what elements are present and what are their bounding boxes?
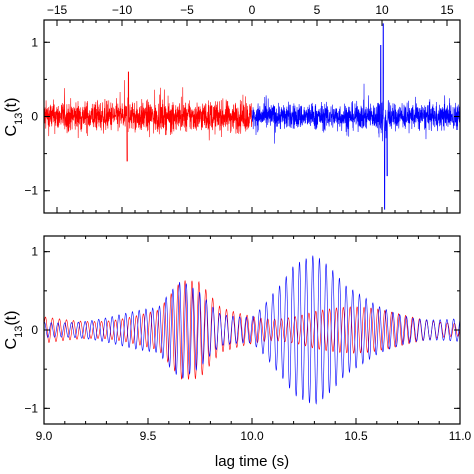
bottom-xtick-label: 10.0	[240, 429, 264, 443]
bottom-series-positive-lag	[43, 255, 461, 405]
bottom-ticks: 9.0 9.5 10.0 10.5 11.0 −1 0 1	[24, 236, 472, 443]
bottom-ylabel: C13(t)	[3, 311, 25, 350]
bottom-xtick-label: 11.0	[449, 429, 472, 443]
top-ylabel: C13(t)	[3, 98, 25, 137]
top-xtick-label: −5	[180, 3, 194, 17]
top-ytick-label: −1	[24, 184, 38, 198]
bottom-ytick-label: 0	[31, 323, 38, 337]
bottom-xtick-label: 9.0	[36, 429, 53, 443]
x-axis-label: lag time (s)	[215, 453, 289, 470]
top-series-positive-lag	[251, 23, 461, 210]
bottom-ytick-label: −1	[24, 401, 38, 415]
top-xtick-label: 0	[249, 3, 256, 17]
top-xtick-label: 10	[375, 3, 389, 17]
bottom-traces	[43, 255, 461, 405]
top-xtick-label: −10	[112, 3, 133, 17]
top-ytick-label: 1	[31, 35, 38, 49]
top-series-negative-lag	[43, 71, 253, 162]
bottom-xtick-label: 10.5	[344, 429, 368, 443]
top-ticks: −15 −10 −5 0 5 10 15−101	[24, 3, 461, 213]
top-panel: −15 −10 −5 0 5 10 15−101 C13(t)	[3, 3, 461, 214]
top-xtick-label: 5	[314, 3, 321, 17]
bottom-series-negative-lag	[43, 280, 461, 380]
top-xtick-label: 15	[440, 3, 454, 17]
top-traces	[43, 23, 461, 210]
bottom-panel: 9.0 9.5 10.0 10.5 11.0 −1 0 1 C13(t) lag time (…	[3, 235, 472, 470]
bottom-ytick-label: 1	[31, 245, 38, 259]
top-xtick-label: −15	[47, 3, 68, 17]
bottom-xtick-label: 9.5	[140, 429, 157, 443]
top-ytick-label: 0	[31, 110, 38, 124]
